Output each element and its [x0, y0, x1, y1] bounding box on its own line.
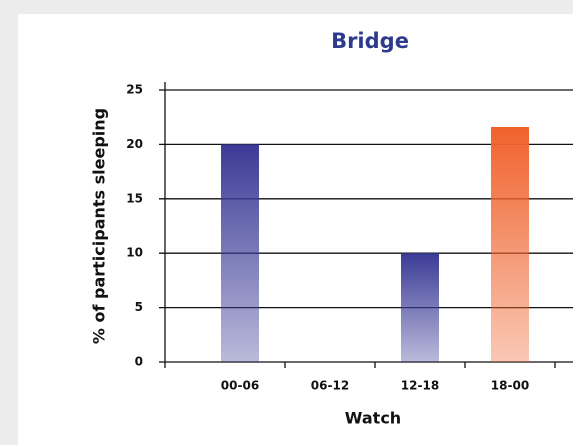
x-axis-label: Watch — [345, 409, 401, 428]
y-tick-label: 15 — [126, 191, 143, 205]
bar — [491, 126, 529, 362]
bar — [401, 253, 439, 362]
chart-panel — [18, 14, 573, 445]
y-tick-label: 25 — [126, 83, 143, 97]
y-tick-label: 20 — [126, 137, 143, 151]
y-tick-label: 0 — [135, 355, 143, 369]
y-tick-label: 5 — [135, 300, 143, 314]
x-tick-label: 06-12 — [311, 379, 349, 393]
y-axis-label: % of participants sleeping — [90, 108, 109, 344]
x-tick-label: 00-06 — [221, 379, 259, 393]
chart-title: Bridge — [331, 29, 409, 53]
x-tick-label: 18-00 — [491, 379, 529, 393]
y-tick-label: 10 — [126, 246, 143, 260]
x-tick-label: 12-18 — [401, 379, 439, 393]
bar — [221, 144, 259, 362]
